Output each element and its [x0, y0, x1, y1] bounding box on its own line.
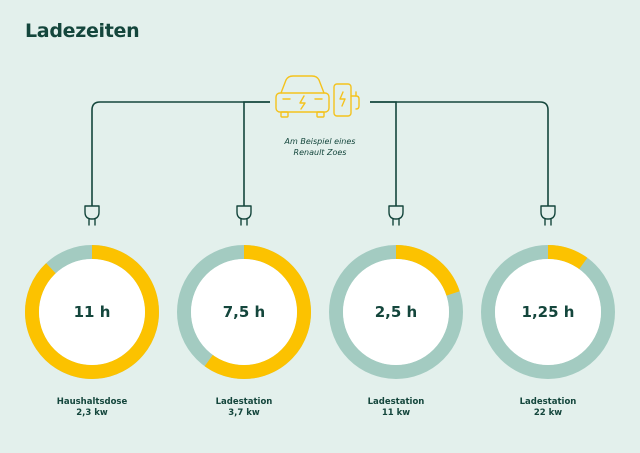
caption-1-line-2: 2,3 kw	[76, 408, 108, 418]
connector-line-3	[370, 101, 397, 206]
example-note-line-1: Am Beispiel eines	[284, 137, 356, 146]
plug-icon	[388, 205, 404, 226]
donut-3-charged	[395, 245, 460, 296]
donut-3: 2,5 h	[329, 245, 463, 379]
donut-4-center	[495, 259, 601, 365]
donut-1-value-label: 11 h	[74, 303, 111, 321]
caption-2-line-1: Ladestation	[215, 397, 273, 407]
caption-1-line-1: Haushaltsdose	[56, 397, 128, 407]
donut-1-center	[39, 259, 145, 365]
connector-line-1	[91, 101, 270, 206]
caption-1: Haushaltsdose 2,3 kw	[27, 397, 157, 419]
connector-line-4	[370, 101, 549, 206]
donut-3-value-label: 2,5 h	[375, 303, 417, 321]
caption-4-line-1: Ladestation	[519, 397, 577, 407]
car-icon	[275, 75, 330, 118]
donut-1: 11 h	[25, 245, 159, 379]
caption-3: Ladestation 11 kw	[331, 397, 461, 419]
plug-icon	[236, 205, 252, 226]
page-title: Ladezeiten	[25, 20, 140, 42]
donut-4-charged	[547, 245, 588, 270]
donut-1-charged	[25, 245, 159, 379]
donut-4: 1,25 h	[481, 245, 615, 379]
caption-2-line-2: 3,7 kw	[228, 408, 260, 418]
donut-rings: 11 h 7,5 h 2,5 h 1,25 h	[25, 245, 615, 379]
plug-icon	[84, 205, 100, 226]
caption-3-line-1: Ladestation	[367, 397, 425, 407]
caption-2: Ladestation 3,7 kw	[179, 397, 309, 419]
caption-4: Ladestation 22 kw	[483, 397, 613, 419]
caption-3-line-2: 11 kw	[381, 408, 411, 418]
example-note-line-2: Renault Zoes	[293, 148, 347, 157]
donut-2-value-label: 7,5 h	[223, 303, 265, 321]
charging-station-icon	[333, 83, 360, 117]
donut-2: 7,5 h	[177, 245, 311, 379]
caption-4-line-2: 22 kw	[533, 408, 563, 418]
donut-2-charged	[204, 245, 311, 379]
donut-3-center	[343, 259, 449, 365]
donut-4-value-label: 1,25 h	[522, 303, 575, 321]
plug-icon	[540, 205, 556, 226]
connector-line-2	[243, 101, 270, 206]
connector-lines	[91, 101, 549, 206]
example-note: Am Beispiel eines Renault Zoes	[270, 136, 370, 158]
donut-2-center	[191, 259, 297, 365]
